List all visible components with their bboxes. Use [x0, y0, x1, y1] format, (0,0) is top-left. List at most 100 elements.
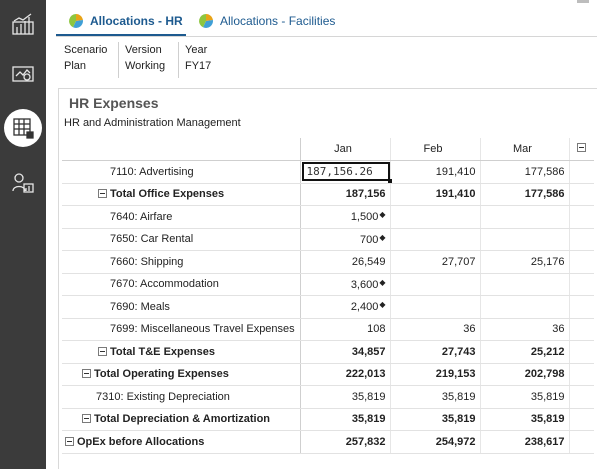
row-label: 7110: Advertising — [62, 160, 301, 184]
data-cell[interactable]: 700◆ — [300, 228, 391, 251]
row-spacer — [569, 363, 594, 386]
row-spacer — [569, 318, 594, 341]
table-row: 7110: Advertising 187,156.26 191,410 177… — [62, 160, 594, 184]
data-cell[interactable]: 177,586 — [480, 160, 570, 184]
cell-editor[interactable]: 187,156.26 — [301, 162, 392, 184]
row-label: 7650: Car Rental — [62, 228, 301, 251]
data-cell[interactable] — [390, 205, 481, 229]
row-label[interactable]: Total Operating Expenses — [62, 363, 301, 386]
row-spacer — [569, 160, 594, 184]
data-cell[interactable]: 202,798 — [480, 363, 570, 386]
pov-dimension-label: Version — [125, 44, 162, 56]
row-label: 7660: Shipping — [62, 250, 301, 274]
table-row: 7670: Accommodation 3,600◆ — [62, 273, 594, 296]
row-spacer — [569, 205, 594, 229]
data-cell[interactable]: 25,212 — [480, 340, 570, 364]
collapse-icon[interactable] — [65, 436, 74, 446]
data-entry-forms-icon[interactable] — [4, 109, 42, 147]
data-cell[interactable] — [480, 228, 570, 251]
row-label-text: OpEx before Allocations — [77, 435, 205, 448]
data-cell[interactable]: 222,013 — [300, 363, 391, 386]
data-cell[interactable]: 3,600◆ — [300, 273, 391, 296]
row-label[interactable]: OpEx before Allocations — [62, 430, 301, 454]
table-row: Total Operating Expenses 222,013 219,153… — [62, 363, 594, 386]
table-row: 7690: Meals 2,400◆ — [62, 295, 594, 319]
data-cell[interactable]: 238,617 — [480, 430, 570, 454]
data-cell[interactable]: 35,819 — [300, 408, 391, 431]
data-cell[interactable]: 25,176 — [480, 250, 570, 274]
data-cell[interactable] — [390, 295, 481, 319]
data-cell[interactable]: 34,857 — [300, 340, 391, 364]
table-row: Total Depreciation & Amortization 35,819… — [62, 408, 594, 431]
tab-allocations-hr[interactable]: Allocations - HR — [68, 8, 183, 34]
data-cell[interactable]: 191,410 — [390, 183, 481, 206]
data-cell-selected[interactable]: 187,156.26 — [300, 160, 392, 184]
data-cell[interactable]: 35,819 — [300, 385, 391, 409]
pov-member-value: Plan — [64, 60, 87, 72]
data-cell[interactable]: 2,400◆ — [300, 295, 391, 319]
column-header-jan[interactable]: Jan — [300, 138, 391, 161]
user-reports-icon[interactable] — [4, 164, 42, 202]
row-label[interactable]: Total Depreciation & Amortization — [62, 408, 301, 431]
data-cell[interactable] — [390, 228, 481, 251]
window-handle[interactable] — [577, 0, 589, 3]
data-cell[interactable]: 36 — [390, 318, 481, 341]
pov-dimension-label: Scenario — [64, 44, 108, 56]
data-cell[interactable]: 257,832 — [300, 430, 391, 454]
data-cell[interactable]: 219,153 — [390, 363, 481, 386]
data-cell[interactable]: 108 — [300, 318, 391, 341]
collapse-icon[interactable] — [82, 369, 91, 379]
data-cell[interactable]: 26,549 — [300, 250, 391, 274]
row-label: 7670: Accommodation — [62, 273, 301, 296]
collapse-icon[interactable] — [98, 189, 107, 199]
tab-allocations-facilities[interactable]: Allocations - Facilities — [198, 8, 335, 34]
tasks-icon[interactable] — [4, 55, 42, 93]
cell-value: 700 — [359, 233, 379, 246]
data-cell[interactable] — [390, 273, 481, 296]
data-cell[interactable]: 35,819 — [480, 408, 570, 431]
row-spacer — [569, 408, 594, 431]
collapse-columns-toggle[interactable] — [569, 138, 594, 161]
data-cell[interactable]: 27,707 — [390, 250, 481, 274]
pov-scenario[interactable]: Scenario Plan — [58, 42, 118, 78]
pov-version[interactable]: Version Working — [118, 42, 178, 78]
row-label[interactable]: Total T&E Expenses — [62, 340, 301, 364]
data-cell[interactable]: 27,743 — [390, 340, 481, 364]
table-row: 7699: Miscellaneous Travel Expenses 108 … — [62, 318, 594, 341]
comment-icon[interactable]: ◆ — [379, 232, 386, 242]
pov-member-value: Working — [125, 60, 166, 72]
data-cell[interactable]: 35,819 — [480, 385, 570, 409]
row-label[interactable]: Total Office Expenses — [62, 183, 301, 206]
active-tab-indicator — [56, 34, 186, 37]
comment-icon[interactable]: ◆ — [379, 277, 386, 287]
data-cell[interactable]: 187,156 — [300, 183, 391, 206]
row-label: 7690: Meals — [62, 295, 301, 319]
data-cell[interactable]: 254,972 — [390, 430, 481, 454]
dashboard-chart-icon[interactable] — [4, 5, 42, 43]
data-cell[interactable]: 36 — [480, 318, 570, 341]
comment-icon[interactable]: ◆ — [379, 210, 386, 220]
row-spacer — [569, 340, 594, 364]
row-spacer — [569, 385, 594, 409]
row-spacer — [569, 273, 594, 296]
collapse-icon[interactable] — [98, 346, 107, 356]
data-cell[interactable]: 177,586 — [480, 183, 570, 206]
pie-chart-icon — [199, 14, 213, 28]
row-label: 7699: Miscellaneous Travel Expenses — [62, 318, 301, 341]
collapse-icon[interactable] — [82, 414, 91, 424]
data-cell[interactable] — [480, 205, 570, 229]
column-header-mar[interactable]: Mar — [480, 138, 570, 161]
data-cell[interactable]: 35,819 — [390, 385, 481, 409]
data-cell[interactable]: 191,410 — [390, 160, 481, 184]
form-title: HR Expenses — [69, 95, 159, 111]
pov-year[interactable]: Year FY17 — [178, 42, 238, 78]
cell-value: 2,400 — [350, 301, 379, 314]
data-cell[interactable]: 1,500◆ — [300, 205, 391, 229]
comment-icon[interactable]: ◆ — [379, 300, 386, 310]
data-cell[interactable] — [480, 295, 570, 319]
data-cell[interactable]: 35,819 — [390, 408, 481, 431]
data-cell[interactable] — [480, 273, 570, 296]
column-header-feb[interactable]: Feb — [390, 138, 481, 161]
tab-divider — [56, 36, 597, 37]
